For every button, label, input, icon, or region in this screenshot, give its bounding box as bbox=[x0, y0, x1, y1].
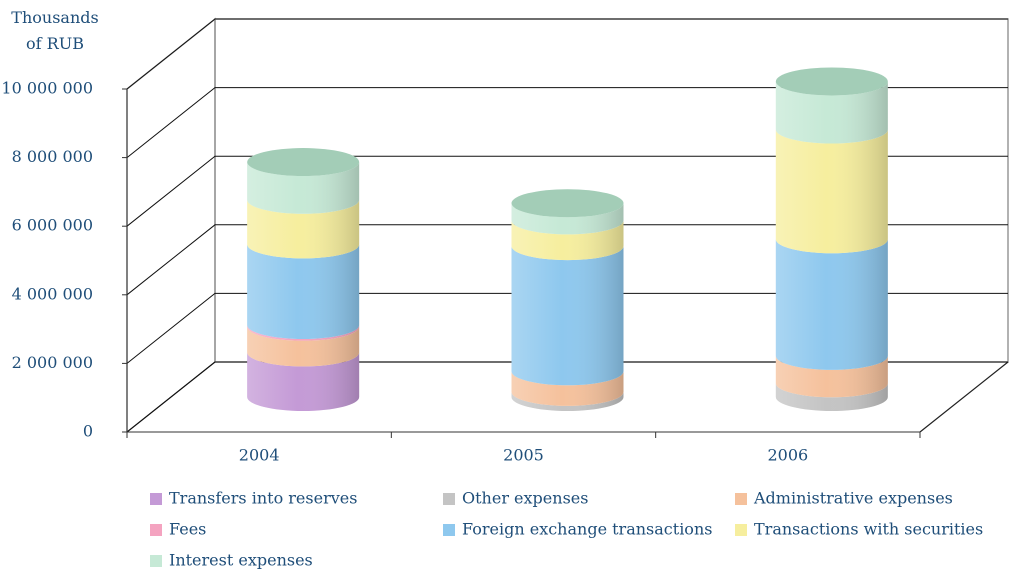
cylinder-top bbox=[247, 148, 360, 177]
legend-swatch bbox=[150, 555, 162, 567]
y-tick-label: 8 000 000 bbox=[12, 147, 93, 166]
legend-label: Transactions with securities bbox=[754, 520, 983, 539]
cylinder-top bbox=[775, 67, 888, 96]
segment-shade bbox=[511, 371, 624, 406]
segment-shade bbox=[511, 246, 624, 386]
legend-swatch bbox=[735, 493, 747, 505]
segment-shade bbox=[247, 199, 360, 259]
legend-label: Other expenses bbox=[462, 489, 588, 508]
legend-label: Foreign exchange transactions bbox=[462, 520, 712, 539]
grid-line bbox=[126, 361, 1008, 433]
x-tick-label: 2005 bbox=[503, 446, 544, 465]
segment-shade bbox=[775, 355, 888, 398]
legend-label: Fees bbox=[169, 520, 206, 539]
grid-line bbox=[126, 155, 1008, 227]
segment-shade bbox=[511, 220, 624, 261]
legend-label: Administrative expenses bbox=[753, 489, 953, 508]
cylinder-top-shade bbox=[511, 189, 624, 218]
segment-shade bbox=[247, 162, 360, 214]
segment-shade bbox=[247, 244, 360, 339]
segment-shade bbox=[775, 383, 888, 411]
segment-shade bbox=[775, 239, 888, 370]
grid-line bbox=[126, 292, 1008, 364]
y-tick-label: 2 000 000 bbox=[12, 353, 93, 372]
cylinder-top bbox=[511, 189, 624, 218]
y-tick-label: 6 000 000 bbox=[12, 216, 93, 235]
y-axis-title: Thousands of RUB bbox=[11, 8, 99, 53]
legend-swatch bbox=[443, 493, 455, 505]
cylinder-top-shade bbox=[775, 67, 888, 96]
segment-shade bbox=[511, 391, 624, 411]
side-wall bbox=[126, 17, 216, 432]
x-tick-label: 2004 bbox=[239, 446, 280, 465]
grid-line bbox=[126, 224, 1008, 296]
legend-label: Transfers into reserves bbox=[169, 489, 357, 508]
y-tick-label: 4 000 000 bbox=[12, 284, 93, 303]
segment-shade bbox=[247, 326, 360, 367]
x-tick-label: 2006 bbox=[767, 446, 808, 465]
segment-shade bbox=[775, 81, 888, 144]
legend-swatch bbox=[150, 524, 162, 536]
segment-shade bbox=[511, 203, 624, 235]
grid-line bbox=[126, 18, 1008, 90]
y-tick-label: 0 bbox=[83, 422, 93, 441]
legend-label: Interest expenses bbox=[169, 551, 313, 570]
segment-shade bbox=[775, 129, 888, 254]
legend-swatch bbox=[735, 524, 747, 536]
legend-swatch bbox=[443, 524, 455, 536]
legend-swatch bbox=[150, 493, 162, 505]
cylinder-top-shade bbox=[247, 148, 360, 177]
grid-line bbox=[126, 87, 1008, 158]
segment-shade bbox=[247, 352, 360, 411]
y-tick-label: 10 000 000 bbox=[1, 79, 93, 98]
